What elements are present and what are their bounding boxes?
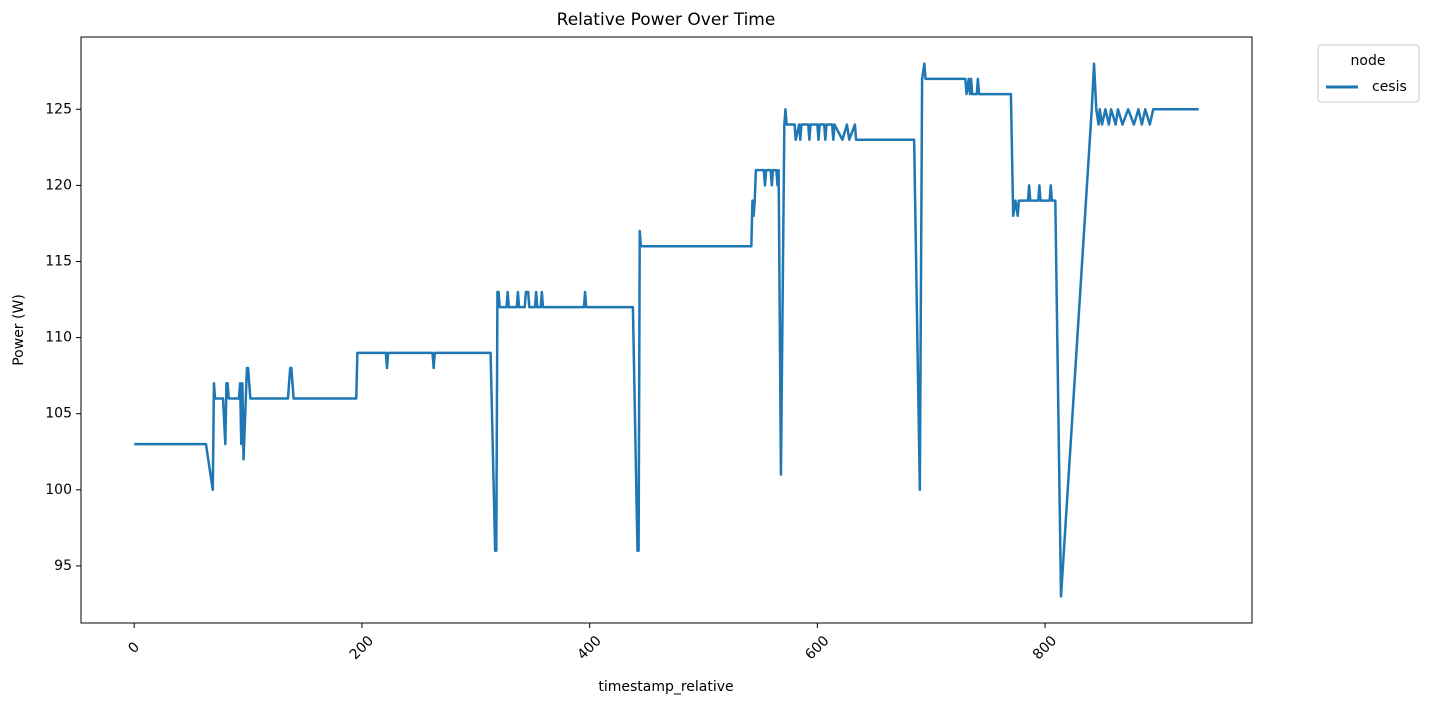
- data-line: [134, 62, 1199, 598]
- x-tick-label: 0: [125, 639, 143, 657]
- x-axis-label: timestamp_relative: [598, 679, 733, 695]
- legend-title: node: [1351, 53, 1386, 69]
- y-tick-label: 120: [45, 177, 72, 193]
- y-tick-label: 100: [45, 482, 72, 498]
- chart-title: Relative Power Over Time: [557, 10, 776, 30]
- legend: node cesis: [1317, 44, 1420, 103]
- x-tick-label: 600: [802, 633, 832, 663]
- y-tick-label: 105: [45, 406, 72, 422]
- y-tick-label: 95: [54, 558, 72, 574]
- x-tick-label: 200: [347, 633, 377, 663]
- y-axis-label: Power (W): [11, 294, 27, 366]
- y-tick-label: 110: [45, 330, 72, 346]
- plot-frame: [80, 36, 1253, 624]
- y-tick-label: 125: [45, 101, 72, 117]
- y-tick-label: 115: [45, 254, 72, 270]
- x-tick-label: 800: [1030, 633, 1060, 663]
- legend-label: cesis: [1372, 79, 1407, 95]
- x-tick-label: 400: [575, 633, 605, 663]
